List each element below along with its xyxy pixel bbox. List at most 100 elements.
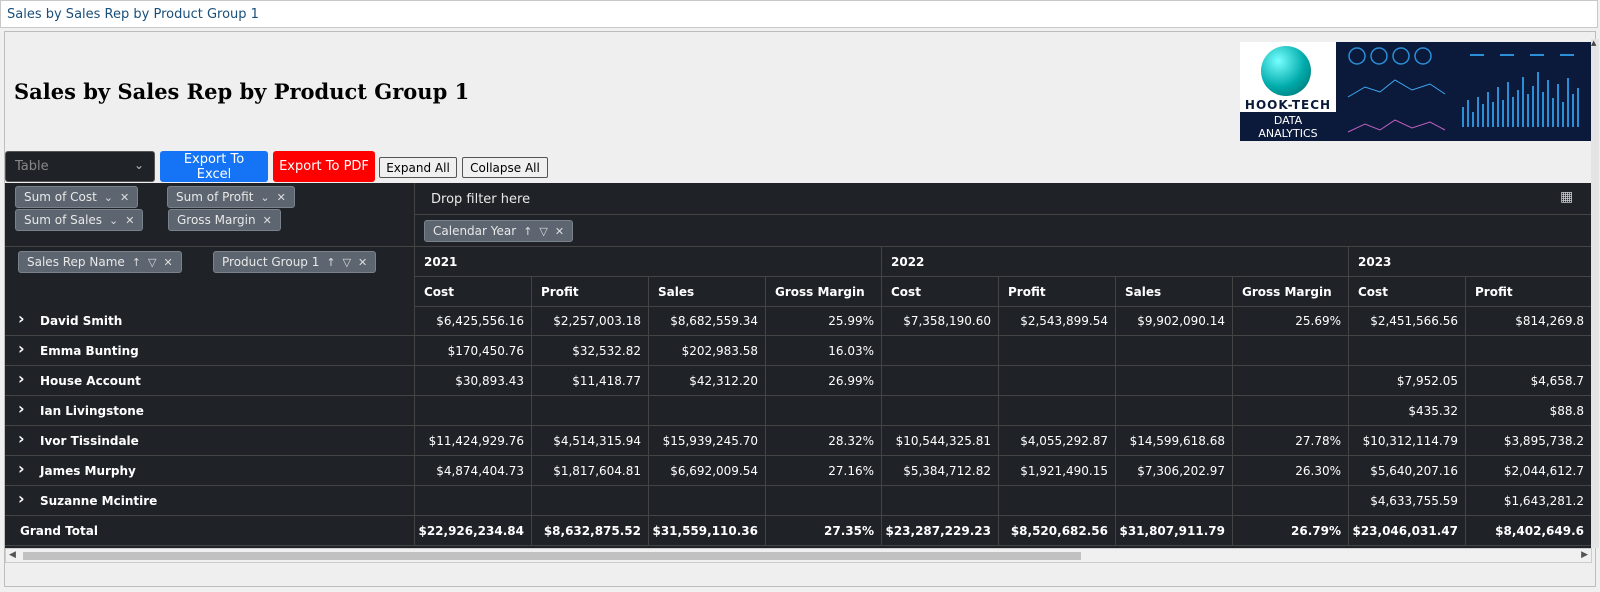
measure-header: Sales bbox=[1116, 277, 1233, 307]
chevron-down-icon[interactable]: ⌄ bbox=[103, 191, 114, 204]
table-cell: $4,658.7 bbox=[1466, 366, 1592, 396]
chevron-right-icon[interactable]: › bbox=[18, 489, 25, 508]
measure-chip-label: Sum of Profit bbox=[176, 190, 254, 204]
export-excel-button[interactable]: Export To Excel bbox=[160, 151, 268, 182]
view-type-value: Table bbox=[15, 159, 49, 174]
row-label: James Murphy bbox=[40, 464, 136, 478]
horizontal-scrollbar[interactable]: ◀ ▶ bbox=[5, 548, 1592, 563]
grand-total-cell: $8,632,875.52 bbox=[532, 516, 649, 546]
scroll-left-icon[interactable]: ◀ bbox=[9, 550, 16, 560]
close-icon[interactable]: ✕ bbox=[276, 191, 286, 204]
sort-up-icon[interactable]: ↑ bbox=[326, 256, 336, 269]
table-cell: $5,384,712.82 bbox=[882, 456, 999, 486]
table-cell: 25.99% bbox=[766, 306, 882, 336]
column-chip-calendar-year[interactable]: Calendar Year ↑ ▽ ✕ bbox=[424, 220, 574, 242]
logo-tagline: DATA ANALYTICS bbox=[1240, 112, 1336, 141]
table-cell: $435.32 bbox=[1349, 396, 1466, 426]
table-cell bbox=[649, 486, 766, 516]
measure-chip-sum-of-cost[interactable]: Sum of Cost ⌄ ✕ bbox=[15, 186, 139, 208]
row-chip-label: Product Group 1 bbox=[222, 255, 320, 269]
table-cell: $15,939,245.70 bbox=[649, 426, 766, 456]
table-cell: 27.16% bbox=[766, 456, 882, 486]
filter-icon[interactable]: ▽ bbox=[539, 225, 548, 238]
filter-icon[interactable]: ▽ bbox=[148, 256, 157, 269]
row-header[interactable]: › Ivor Tissindale bbox=[5, 426, 415, 456]
table-cell: $2,451,566.56 bbox=[1349, 306, 1466, 336]
measure-header: Profit bbox=[999, 277, 1116, 307]
view-type-select[interactable]: Table ⌄ bbox=[5, 151, 155, 182]
sort-up-icon[interactable]: ↑ bbox=[523, 225, 533, 238]
measures-panel: Sum of Cost ⌄ ✕ Sum of Profit ⌄ ✕ Sum of Sal… bbox=[5, 183, 415, 247]
measure-header: Sales bbox=[649, 277, 766, 307]
globe-icon bbox=[1261, 46, 1311, 96]
close-icon[interactable]: ✕ bbox=[163, 256, 173, 269]
year-header-2023: 2023 bbox=[1349, 247, 1592, 277]
table-cell: $10,312,114.79 bbox=[1349, 426, 1466, 456]
table-cell: $9,902,090.14 bbox=[1116, 306, 1233, 336]
scroll-thumb[interactable] bbox=[23, 552, 1081, 560]
chevron-down-icon[interactable]: ⌄ bbox=[260, 191, 270, 204]
export-pdf-button[interactable]: Export To PDF bbox=[273, 151, 375, 182]
filter-icon[interactable]: ▽ bbox=[342, 256, 352, 269]
table-cell bbox=[1233, 396, 1349, 426]
table-cell: $88.8 bbox=[1466, 396, 1592, 426]
row-chip-sales-rep-name[interactable]: Sales Rep Name ↑ ▽ ✕ bbox=[18, 251, 182, 273]
close-icon[interactable]: ✕ bbox=[120, 191, 130, 204]
chevron-right-icon[interactable]: › bbox=[18, 339, 25, 358]
table-cell: $4,874,404.73 bbox=[415, 456, 532, 486]
row-header[interactable]: › Emma Bunting bbox=[5, 336, 415, 366]
grand-total-cell: $8,402,649.6 bbox=[1466, 516, 1592, 546]
row-label: Ivor Tissindale bbox=[40, 434, 139, 448]
row-label: David Smith bbox=[40, 314, 123, 328]
chevron-down-icon[interactable]: ⌄ bbox=[109, 214, 119, 227]
table-cell: $7,952.05 bbox=[1349, 366, 1466, 396]
table-cell bbox=[649, 396, 766, 426]
grand-total-cell: $23,046,031.47 bbox=[1349, 516, 1466, 546]
table-cell: $1,817,604.81 bbox=[532, 456, 649, 486]
measure-chip-gross-margin[interactable]: Gross Margin ✕ bbox=[168, 209, 281, 231]
table-cell bbox=[1116, 396, 1233, 426]
chevron-right-icon[interactable]: › bbox=[18, 459, 25, 478]
row-chip-label: Sales Rep Name bbox=[27, 255, 125, 269]
row-header[interactable]: › Suzanne Mcintire bbox=[5, 486, 415, 516]
sort-up-icon[interactable]: ↑ bbox=[131, 256, 141, 269]
table-cell: $202,983.58 bbox=[649, 336, 766, 366]
chevron-right-icon[interactable]: › bbox=[18, 309, 25, 328]
close-icon[interactable]: ✕ bbox=[554, 225, 565, 238]
grid-settings-icon[interactable]: ▦ bbox=[1560, 189, 1574, 205]
chevron-right-icon[interactable]: › bbox=[18, 399, 25, 418]
row-chip-product-group-1[interactable]: Product Group 1 ↑ ▽ ✕ bbox=[213, 251, 377, 273]
dashboard-graphic bbox=[1347, 47, 1579, 133]
row-header[interactable]: › Ian Livingstone bbox=[5, 396, 415, 426]
collapse-all-button[interactable]: Collapse All bbox=[462, 157, 548, 178]
table-cell bbox=[532, 396, 649, 426]
scroll-up-icon[interactable]: ▲ bbox=[1591, 39, 1597, 47]
chevron-right-icon[interactable]: › bbox=[18, 429, 25, 448]
row-header[interactable]: › House Account bbox=[5, 366, 415, 396]
close-icon[interactable]: ✕ bbox=[358, 256, 368, 269]
measure-header: Profit bbox=[532, 277, 649, 307]
chevron-right-icon[interactable]: › bbox=[18, 369, 25, 388]
row-header[interactable]: › James Murphy bbox=[5, 456, 415, 486]
table-cell: $30,893.43 bbox=[415, 366, 532, 396]
measure-chip-sum-of-profit[interactable]: Sum of Profit ⌄ ✕ bbox=[167, 186, 295, 208]
row-label: Emma Bunting bbox=[40, 344, 139, 358]
table-cell bbox=[999, 486, 1116, 516]
grand-total-cell: 27.35% bbox=[766, 516, 882, 546]
close-icon[interactable]: ✕ bbox=[125, 214, 135, 227]
measure-chip-sum-of-sales[interactable]: Sum of Sales ⌄ ✕ bbox=[15, 209, 144, 231]
expand-all-button[interactable]: Expand All bbox=[379, 157, 457, 178]
measure-chip-label: Sum of Sales bbox=[24, 213, 103, 227]
close-icon[interactable]: ✕ bbox=[262, 214, 272, 227]
grand-total-cell: $8,520,682.56 bbox=[999, 516, 1116, 546]
vertical-scrollbar[interactable]: ▲ bbox=[1591, 39, 1599, 548]
table-cell: $32,532.82 bbox=[532, 336, 649, 366]
table-cell: $4,055,292.87 bbox=[999, 426, 1116, 456]
row-header[interactable]: › David Smith bbox=[5, 306, 415, 336]
filter-drop-area[interactable]: Drop filter here ▦ bbox=[415, 183, 1592, 215]
grand-total-cell: $31,559,110.36 bbox=[649, 516, 766, 546]
scroll-right-icon[interactable]: ▶ bbox=[1581, 550, 1588, 560]
year-header-2022: 2022 bbox=[882, 247, 1349, 277]
table-cell: 27.78% bbox=[1233, 426, 1349, 456]
table-cell: $3,895,738.2 bbox=[1466, 426, 1592, 456]
